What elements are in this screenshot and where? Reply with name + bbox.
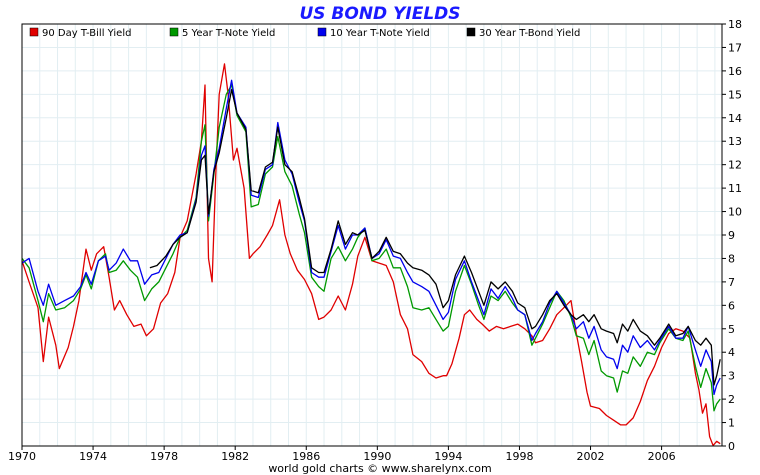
series-line-30-year-t-bond-yield [149,88,721,386]
y-tick-label: 0 [728,440,735,453]
y-tick-label: 9 [728,229,735,242]
legend-label: 90 Day T-Bill Yield [42,28,131,39]
y-tick-label: 11 [728,182,742,195]
legend: 90 Day T-Bill Yield 5 Year T-Note Yield 10… [29,27,580,39]
y-tick-label: 15 [728,88,742,101]
x-tick-label: 2006 [648,450,676,463]
legend-label: 10 Year T-Note Yield [330,28,430,39]
legend-swatch [317,27,327,37]
y-tick-label: 5 [728,323,735,336]
series-lines [21,63,721,447]
x-tick-label: 1994 [434,450,462,463]
legend-swatch [466,27,476,37]
y-tick-label: 18 [728,18,742,31]
x-tick-label: 2002 [577,450,605,463]
y-tick-label: 7 [728,276,735,289]
series-line-10-year-t-note-yield [21,79,721,396]
legend-label: 5 Year T-Note Yield [182,28,275,39]
y-tick-label: 4 [728,346,735,359]
legend-swatch [169,27,179,37]
y-tick-label: 3 [728,370,735,383]
grid [22,24,722,446]
y-tick-label: 8 [728,252,735,265]
source-credit: world gold charts © www.sharelynx.com [268,462,491,475]
legend-swatch [29,27,39,37]
chart-title: US BOND YIELDS [299,4,460,24]
y-tick-label: 14 [728,112,742,125]
y-tick-label: 10 [728,206,742,219]
y-tick-label: 1 [728,417,735,430]
x-tick-label: 1978 [150,450,178,463]
y-tick-label: 2 [728,393,735,406]
y-tick-label: 16 [728,65,742,78]
y-tick-label: 13 [728,135,742,148]
x-tick-label: 1982 [221,450,249,463]
y-tick-label: 17 [728,41,742,54]
x-tick-label: 1986 [292,450,320,463]
x-tick-label: 1998 [505,450,533,463]
x-tick-label: 1970 [8,450,36,463]
series-line-5-year-t-note-yield [21,84,721,412]
x-tick-label: 1974 [79,450,107,463]
y-tick-label: 12 [728,159,742,172]
y-tick-label: 6 [728,299,735,312]
legend-label: 30 Year T-Bond Yield [479,28,580,39]
x-tick-label: 1990 [363,450,391,463]
series-line-90-day-t-bill-yield [21,63,721,447]
